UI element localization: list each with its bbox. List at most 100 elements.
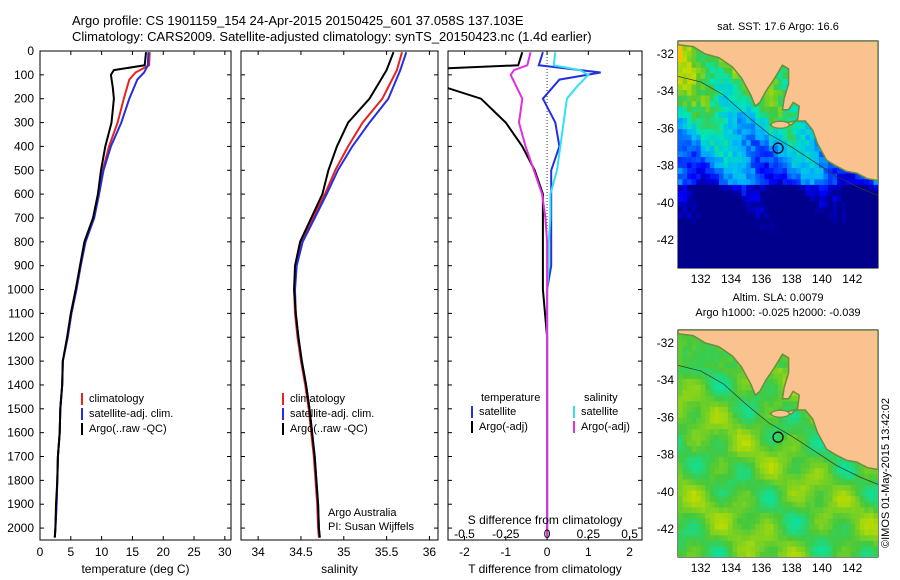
map-cell — [755, 256, 761, 263]
map-cell — [832, 251, 838, 258]
map-cell — [759, 512, 765, 519]
map-cell — [832, 228, 838, 236]
map-cell — [809, 150, 815, 157]
map-cell — [746, 389, 752, 396]
map-cell — [868, 517, 874, 525]
map-cell — [718, 384, 724, 391]
map-cell — [868, 195, 874, 202]
map-cell — [737, 161, 743, 169]
map-cell — [805, 251, 811, 258]
map-cell — [859, 540, 865, 547]
map-cell — [737, 445, 743, 452]
map-cell — [746, 245, 752, 252]
map-cell — [696, 128, 702, 135]
map-cell — [764, 551, 770, 557]
map-cell — [687, 534, 693, 541]
map-cell — [691, 378, 697, 385]
map-cell — [755, 529, 761, 536]
map-cell — [805, 439, 811, 446]
map-cell — [796, 484, 802, 491]
map-cell — [846, 217, 852, 224]
map-cell — [768, 134, 774, 141]
map-cell — [678, 122, 684, 130]
map-cell — [732, 83, 738, 90]
map-cell — [737, 117, 743, 124]
map-cell — [737, 256, 743, 263]
map-cell — [864, 223, 870, 230]
map-cell — [714, 262, 720, 268]
map-cell — [691, 189, 697, 197]
map-cell — [732, 228, 738, 236]
map-cell — [687, 223, 693, 230]
map-cell — [859, 178, 865, 185]
map-cell — [718, 106, 724, 113]
map-cell — [709, 534, 715, 541]
map-cell — [696, 150, 702, 157]
map-cell — [787, 206, 793, 213]
map-cell — [718, 111, 724, 118]
map-cell — [678, 439, 684, 446]
map-cell — [778, 134, 784, 141]
map-cell — [714, 445, 720, 452]
map-cell — [718, 529, 724, 536]
map-cell — [859, 501, 865, 508]
map-cell — [859, 495, 865, 502]
map-cell — [864, 506, 870, 513]
map-cell — [723, 495, 729, 502]
map-cell — [814, 206, 820, 213]
map-cell — [841, 534, 847, 541]
map-cell — [800, 134, 806, 141]
map-cell — [768, 173, 774, 180]
map-cell — [750, 411, 756, 419]
map-cell — [823, 540, 829, 547]
map-cell — [791, 395, 797, 402]
map-cell — [855, 217, 861, 224]
map-cell — [855, 178, 861, 185]
map-cell — [868, 223, 874, 230]
map-cell — [709, 490, 715, 497]
map-cell — [850, 189, 856, 197]
map-cell — [737, 529, 743, 536]
map-cell — [737, 184, 743, 191]
map-cell — [737, 212, 743, 219]
map-cell — [687, 445, 693, 452]
map-cell — [855, 551, 861, 557]
map-cell — [818, 206, 824, 213]
map-cell — [873, 262, 878, 268]
map-cell — [705, 406, 711, 413]
map-cell — [714, 167, 720, 174]
map-cell — [682, 473, 688, 480]
map-cell — [823, 173, 829, 180]
map-cell — [841, 212, 847, 219]
map-cell — [864, 551, 870, 557]
map-cell — [837, 189, 843, 197]
map-cell — [859, 512, 865, 519]
map-cell — [809, 506, 815, 513]
map-cell — [741, 551, 747, 557]
map-cell — [796, 529, 802, 536]
map-cell — [746, 234, 752, 241]
map-cell — [800, 450, 806, 458]
map-cell — [782, 223, 788, 230]
map-cell — [678, 400, 684, 407]
map-cell — [773, 372, 779, 379]
map-cell — [787, 122, 793, 130]
map-cell — [782, 434, 788, 441]
map-cell — [691, 134, 697, 141]
map-cell — [764, 217, 770, 224]
map-cell — [696, 111, 702, 118]
map-cell — [796, 217, 802, 224]
map-cell — [705, 212, 711, 219]
map-cell — [796, 434, 802, 441]
map-cell — [764, 178, 770, 185]
map-cell — [746, 228, 752, 236]
top-x-tick-label: 0.5 — [621, 527, 638, 541]
map-cell — [809, 423, 815, 430]
map-cell — [714, 67, 720, 74]
map-cell — [705, 551, 711, 557]
map-cell — [768, 189, 774, 197]
map-cell — [823, 184, 829, 191]
series-line-argo---raw--qc- — [53, 52, 147, 538]
map-cell — [691, 529, 697, 536]
